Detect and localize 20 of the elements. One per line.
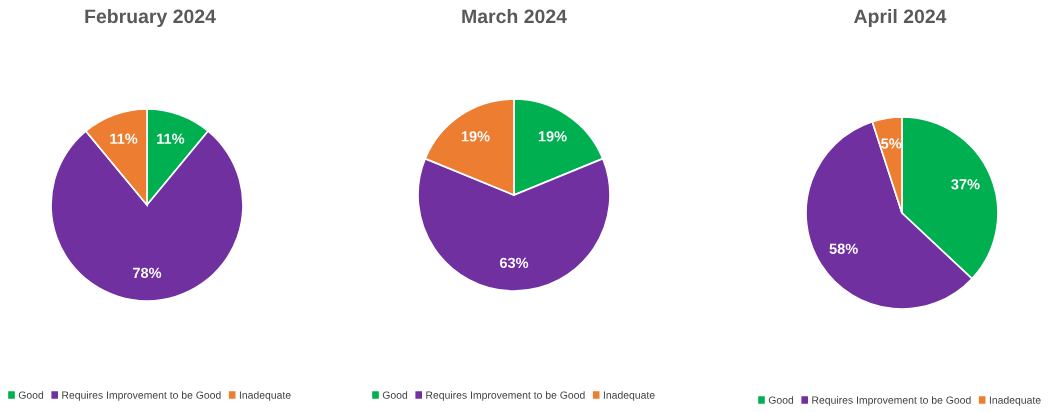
data-label: 78% xyxy=(133,267,162,279)
legend-label: Good xyxy=(382,391,408,399)
legend-label: Good xyxy=(18,391,44,399)
data-label: 11% xyxy=(110,133,138,144)
legend-label: Requires Improvement to be Good xyxy=(812,396,971,406)
data-label: 19% xyxy=(461,131,490,142)
legend-label: Good xyxy=(768,396,794,404)
chart-title: February 2024 xyxy=(85,8,216,28)
data-label: 37% xyxy=(951,179,980,190)
data-label: 11% xyxy=(157,133,185,144)
legend-label: Inadequate xyxy=(239,391,291,401)
chart-title: April 2024 xyxy=(854,8,947,28)
chart-title: March 2024 xyxy=(462,8,567,24)
legend-label: Inadequate xyxy=(989,396,1041,406)
data-label: 63% xyxy=(499,257,529,269)
data-label: 58% xyxy=(829,243,858,254)
legend-label: Requires Improvement to be Good xyxy=(62,391,221,401)
data-label: 19% xyxy=(538,131,567,142)
legend-label: Inadequate xyxy=(603,391,655,401)
legend-label: Requires Improvement to be Good xyxy=(426,391,585,401)
